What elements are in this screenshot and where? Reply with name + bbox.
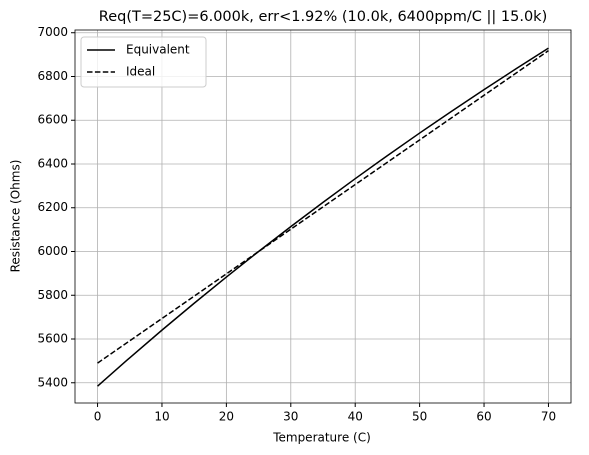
x-tick-label: 20 [219, 410, 234, 424]
x-tick-label: 60 [476, 410, 491, 424]
x-tick-label: 10 [154, 410, 169, 424]
legend-label: Ideal [126, 65, 155, 79]
x-tick-label: 70 [541, 410, 556, 424]
y-tick-label: 7000 [37, 25, 68, 39]
y-tick-label: 5800 [37, 288, 68, 302]
axes-frame [74, 29, 572, 404]
y-tick-label: 6600 [37, 113, 68, 127]
y-tick-label: 6800 [37, 69, 68, 83]
x-tick-label: 30 [283, 410, 298, 424]
y-axis-label: Resistance (Ohms) [9, 160, 23, 273]
y-tick-label: 5400 [37, 375, 68, 389]
chart-title: Req(T=25C)=6.000k, err<1.92% (10.0k, 640… [99, 9, 547, 25]
y-tick-label: 6200 [37, 200, 68, 214]
y-tick-label: 6000 [37, 244, 68, 258]
x-axis-label: Temperature (C) [272, 431, 371, 445]
series-line [97, 50, 549, 364]
x-tick-label: 40 [348, 410, 363, 424]
series-line [97, 47, 549, 387]
y-tick-label: 5600 [37, 332, 68, 346]
x-tick-label: 0 [94, 410, 102, 424]
legend-label: Equivalent [126, 43, 190, 57]
x-tick-label: 50 [412, 410, 427, 424]
y-tick-label: 6400 [37, 156, 68, 170]
